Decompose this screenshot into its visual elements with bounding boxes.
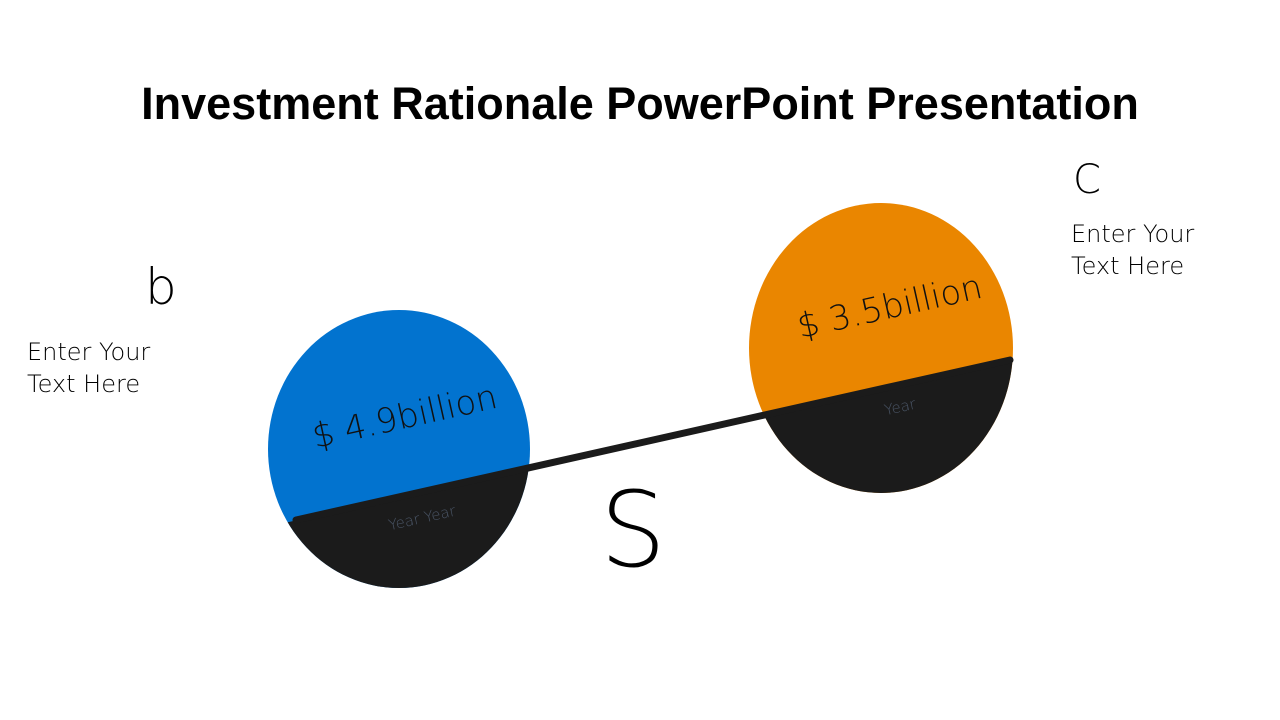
center-letter: S	[600, 469, 667, 591]
slide-title: Investment Rationale PowerPoint Presenta…	[141, 78, 1139, 129]
left-description: Enter Your Text Here	[27, 336, 150, 400]
right-circle	[749, 203, 1013, 493]
left-circle	[268, 310, 530, 588]
right-circle-bottom	[749, 340, 1013, 493]
right-description-line1: Enter Your	[1071, 220, 1195, 248]
left-description-line1: Enter Your	[27, 338, 151, 366]
left-description-line2: Text Here	[27, 370, 141, 398]
seesaw-beam	[292, 356, 1014, 524]
right-description-line2: Text Here	[1071, 252, 1185, 280]
right-letter: C	[1073, 157, 1101, 203]
right-description: Enter Your Text Here	[1071, 218, 1194, 282]
left-letter: b	[145, 258, 177, 316]
